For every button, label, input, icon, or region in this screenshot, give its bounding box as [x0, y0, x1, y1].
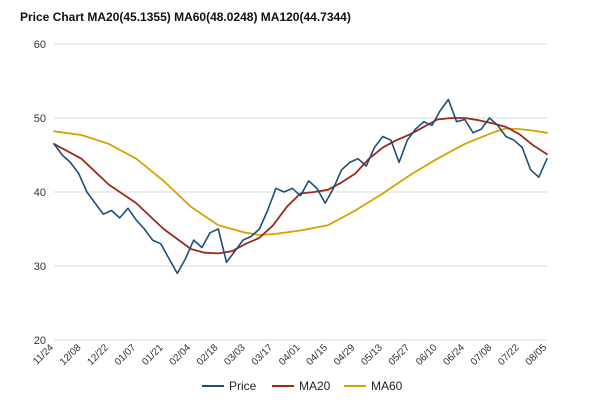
x-tick-label: 06/24	[441, 342, 467, 368]
series-line-price	[53, 98, 548, 275]
x-tick-label: 05/13	[359, 342, 385, 368]
x-tick-label: 04/29	[332, 342, 358, 368]
series-line-ma20	[53, 117, 548, 255]
y-tick-label: 40	[34, 187, 46, 199]
x-tick-label: 01/07	[113, 342, 139, 368]
x-tick-label: 05/27	[387, 342, 413, 368]
x-tick-label: 04/01	[277, 342, 303, 368]
x-tick-label: 08/05	[524, 342, 550, 368]
legend-label-ma20: MA20	[299, 379, 331, 393]
x-tick-label: 02/04	[168, 342, 194, 368]
chart-title: Price Chart MA20(45.1355) MA60(48.0248) …	[20, 10, 351, 24]
y-tick-label: 60	[34, 39, 46, 51]
x-tick-label: 01/21	[140, 342, 166, 368]
legend-label-ma60: MA60	[371, 379, 403, 393]
y-tick-label: 20	[34, 335, 46, 347]
x-tick-label: 07/22	[496, 342, 522, 368]
x-tick-label: 12/22	[85, 342, 111, 368]
x-tick-label: 03/17	[250, 342, 276, 368]
x-tick-label: 07/08	[469, 342, 495, 368]
series-line-ma60	[53, 127, 548, 236]
x-tick-label: 04/15	[305, 342, 331, 368]
x-tick-label: 06/10	[414, 342, 440, 368]
x-tick-label: 12/08	[58, 342, 84, 368]
x-tick-label: 03/03	[222, 342, 248, 368]
legend-label-price: Price	[229, 379, 257, 393]
x-tick-label: 02/18	[195, 342, 221, 368]
y-tick-label: 30	[34, 261, 46, 273]
y-tick-label: 50	[34, 113, 46, 125]
